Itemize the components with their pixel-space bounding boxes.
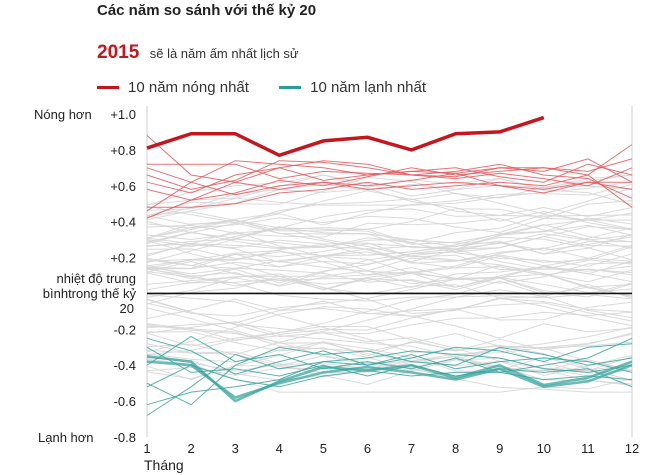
cold-year-lines: [146, 335, 633, 416]
y-tick-label: +0.6: [110, 179, 136, 194]
background-year-line: [146, 233, 633, 263]
cold-year-line: [146, 355, 633, 403]
background-year-line: [146, 271, 633, 302]
background-year-line: [146, 249, 633, 294]
baseline-annotation-line: nhiệt độ trung: [56, 271, 136, 286]
background-year-line: [146, 211, 633, 245]
cold-year-line: [146, 353, 633, 416]
y-tick-label: -0.4: [114, 358, 136, 373]
series-2015-line: [146, 115, 545, 158]
subtitle: 2015 sẽ là năm ấm nhất lịch sử: [97, 42, 299, 64]
hot-year-line: [146, 158, 633, 190]
x-axis-label: Tháng: [144, 457, 184, 473]
hot-year-line: [146, 135, 633, 190]
highlight-year: 2015: [97, 42, 140, 63]
cold-year-line: [146, 364, 633, 388]
hot-year-line: [146, 163, 633, 201]
background-year-line: [146, 222, 633, 261]
background-year-line: [146, 262, 633, 287]
background-year-line: [146, 219, 633, 248]
baseline-annotation-line: bìnhtrong thế kỷ: [43, 286, 137, 301]
hot-year-line: [147, 144, 633, 208]
x-tick-label: 5: [320, 441, 327, 456]
x-tick-label: 12: [625, 441, 639, 456]
subtitle-text: sẽ là năm ấm nhất lịch sử: [149, 45, 299, 61]
background-year-line: [146, 212, 633, 244]
legend-label-cold: 10 năm lạnh nhất: [310, 79, 427, 96]
legend-item-hot: 10 năm nóng nhất: [97, 79, 249, 96]
hot-year-line: [146, 181, 632, 212]
background-year-line: [146, 325, 633, 352]
background-year-line: [146, 289, 633, 356]
axes: +1.0 +0.8 +0.6 +0.4 +0.2 -0.2 -0.4 -0.6 -0.8 Nóng…: [34, 107, 639, 473]
cold-year-line: [146, 350, 633, 406]
legend-swatch-hot: [97, 86, 119, 89]
background-year-line: [146, 254, 633, 285]
x-tick-label: 9: [496, 441, 503, 456]
x-tick-label: 6: [364, 441, 371, 456]
y-tick-label: -0.6: [114, 394, 136, 409]
background-year-line: [146, 239, 633, 274]
x-tick-label: 11: [581, 441, 595, 456]
x-tick-label: 7: [408, 441, 415, 456]
background-year-line: [146, 358, 633, 393]
y-tick-label: +0.2: [110, 251, 136, 266]
background-year-line: [146, 323, 633, 352]
chart-title: Các năm so sánh với thế kỷ 20: [97, 2, 317, 19]
background-year-line: [146, 235, 633, 298]
y-tick-label: -0.2: [114, 322, 136, 337]
x-tick-label: 8: [452, 441, 459, 456]
hot-year-lines: [146, 135, 633, 219]
background-year-line: [146, 198, 633, 245]
background-year-line: [146, 273, 633, 299]
cold-year-line: [146, 360, 633, 399]
background-year-line: [146, 299, 633, 377]
hot-year-line: [146, 158, 633, 219]
y-tick-label: +1.0: [110, 107, 136, 122]
background-year-line: [146, 188, 633, 231]
cold-year-line: [146, 335, 633, 373]
background-year-line: [146, 256, 633, 297]
legend-swatch-cold: [279, 86, 302, 89]
x-tick-label: 2: [187, 441, 194, 456]
background-year-line: [146, 341, 633, 372]
x-tick-label: 1: [143, 441, 150, 456]
baseline-annotation-line: 20: [120, 301, 134, 316]
background-year-line: [146, 335, 633, 385]
plot-frame: [146, 106, 633, 437]
cold-year-line: [146, 346, 633, 406]
background-year-line: [146, 239, 633, 327]
y-tick-label: +0.8: [110, 143, 136, 158]
cold-year-line: [146, 346, 633, 388]
legend: 10 năm nóng nhất 10 năm lạnh nhất: [97, 76, 452, 96]
background-year-line: [146, 241, 632, 268]
highlight-line: [146, 115, 545, 158]
x-tick-label: 10: [537, 441, 551, 456]
legend-label-hot: 10 năm nóng nhất: [128, 79, 249, 96]
warmer-annotation: Nóng hơn: [34, 107, 92, 122]
background-year-line: [146, 247, 633, 290]
colder-annotation: Lạnh hơn: [38, 430, 94, 445]
background-year-line: [146, 231, 633, 275]
legend-item-cold: 10 năm lạnh nhất: [279, 79, 426, 96]
hot-year-line: [146, 160, 633, 199]
x-tick-label: 4: [276, 441, 283, 456]
cold-year-line: [146, 337, 633, 375]
hot-year-line: [147, 163, 633, 187]
y-tick-label: -0.8: [114, 430, 136, 445]
background-year-line: [146, 260, 633, 300]
background-year-line: [146, 206, 633, 239]
y-tick-label: +0.4: [110, 215, 136, 230]
background-year-line: [146, 174, 633, 217]
x-tick-label: 3: [232, 441, 239, 456]
background-year-line: [146, 302, 633, 329]
background-year-line: [146, 174, 633, 211]
background-year-line: [146, 218, 633, 249]
